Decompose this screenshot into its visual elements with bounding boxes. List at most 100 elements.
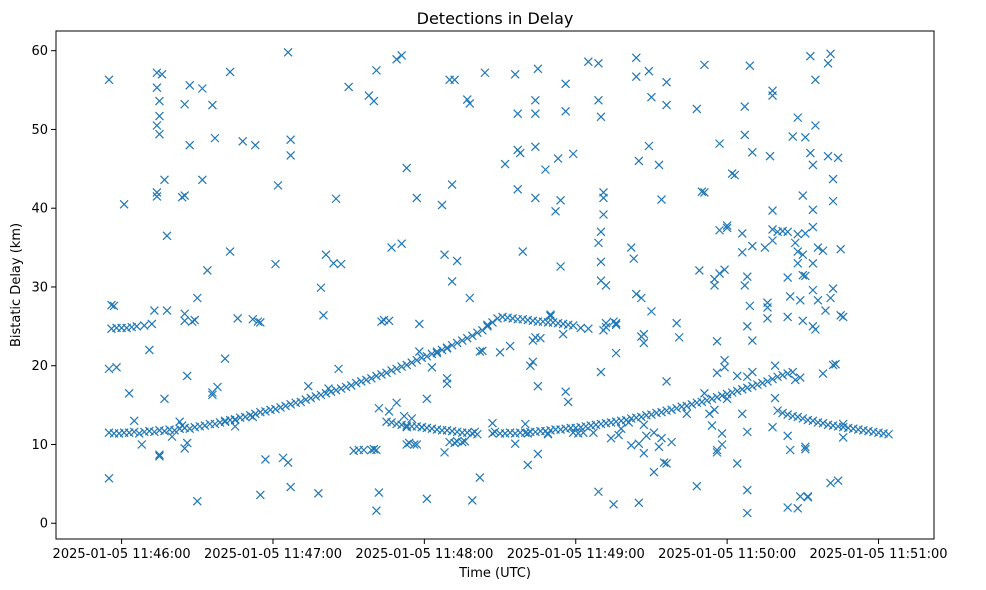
data-point: [225, 67, 235, 77]
data-point: [770, 393, 780, 403]
data-point: [740, 130, 750, 140]
data-point: [518, 247, 528, 256]
data-point: [800, 444, 810, 454]
data-point: [737, 384, 747, 394]
data-point: [657, 433, 666, 443]
x-tick-label: 2025-01-05 11:50:00: [658, 547, 796, 562]
data-point: [520, 419, 530, 429]
data-point: [795, 295, 805, 305]
data-point: [530, 142, 540, 152]
data-point: [240, 412, 250, 422]
data-point: [712, 368, 722, 378]
data-point: [147, 319, 157, 329]
data-point: [160, 394, 169, 404]
data-point: [818, 369, 828, 379]
data-point: [599, 210, 608, 219]
data-point: [783, 369, 793, 379]
data-point: [785, 291, 795, 301]
data-point: [412, 440, 422, 449]
data-point: [649, 467, 659, 477]
data-point: [407, 358, 417, 368]
data-point: [594, 487, 603, 497]
data-point: [387, 418, 396, 427]
data-point: [717, 429, 727, 438]
data-point: [601, 280, 611, 290]
data-point: [828, 196, 838, 206]
data-point: [180, 316, 190, 326]
data-point: [422, 394, 432, 404]
data-point: [162, 231, 172, 241]
data-point: [384, 406, 394, 416]
data-point: [457, 437, 467, 447]
data-point: [641, 431, 651, 441]
data-point: [210, 419, 220, 429]
data-point: [152, 188, 162, 197]
data-point: [546, 310, 555, 319]
data-point: [742, 272, 752, 282]
data-point: [596, 257, 606, 267]
data-point: [556, 262, 566, 271]
data-point: [134, 429, 144, 438]
data-point: [798, 270, 808, 280]
data-point: [826, 49, 835, 59]
data-point: [371, 65, 381, 75]
data-point: [230, 415, 240, 425]
data-point: [397, 239, 407, 249]
data-point: [190, 315, 200, 325]
data-point: [447, 277, 457, 286]
data-point: [561, 79, 571, 89]
data-point: [525, 361, 535, 371]
data-point: [208, 390, 217, 400]
data-point: [551, 206, 560, 216]
data-point: [483, 321, 492, 331]
data-point: [495, 347, 505, 357]
data-point: [778, 408, 788, 418]
data-point: [596, 112, 606, 122]
data-point: [273, 180, 283, 190]
data-point: [730, 170, 740, 180]
data-point: [437, 200, 447, 210]
data-point: [773, 372, 782, 382]
data-point: [715, 269, 724, 279]
data-point: [493, 314, 502, 323]
data-point: [838, 432, 848, 442]
data-point: [331, 194, 341, 204]
data-point: [636, 412, 646, 422]
data-point: [104, 75, 114, 85]
data-point: [810, 121, 820, 130]
chart-title: Detections in Delay: [417, 9, 574, 28]
data-point: [611, 318, 621, 328]
data-point: [805, 148, 815, 158]
data-point: [828, 174, 838, 184]
data-point: [788, 367, 798, 377]
data-point: [467, 495, 477, 505]
data-point: [523, 429, 533, 438]
data-point: [533, 64, 543, 74]
data-point: [397, 362, 407, 371]
data-point: [699, 60, 709, 70]
data-point: [826, 293, 835, 303]
data-point: [208, 100, 217, 110]
data-point: [793, 247, 803, 256]
data-point: [740, 102, 750, 112]
data-point: [639, 329, 649, 339]
x-tick-label: 2025-01-05 11:49:00: [507, 547, 645, 562]
data-point: [672, 403, 682, 413]
data-point: [152, 68, 162, 78]
data-point: [382, 368, 391, 378]
data-point: [649, 428, 659, 438]
data-point: [286, 399, 296, 409]
data-point: [654, 160, 664, 170]
data-point: [707, 394, 717, 404]
data-point: [377, 317, 386, 327]
data-point: [417, 353, 427, 363]
x-tick-label: 2025-01-05 11:47:00: [204, 547, 342, 562]
data-point: [510, 439, 520, 449]
data-point: [556, 195, 566, 205]
data-point: [182, 438, 192, 448]
data-point: [271, 259, 280, 269]
data-point: [657, 407, 666, 417]
data-point: [732, 386, 742, 396]
data-point: [407, 414, 417, 423]
data-point: [692, 104, 702, 114]
